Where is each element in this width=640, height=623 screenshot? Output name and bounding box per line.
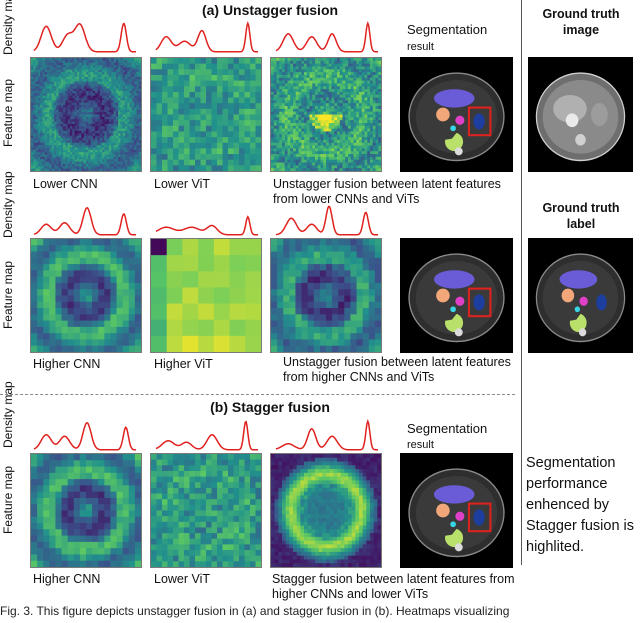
segmentation-label-a: Segmentation — [407, 22, 488, 37]
segmentation-result-image-row1 — [400, 57, 513, 172]
caption-row2-higher-cnn: Higher CNN — [33, 357, 101, 371]
feature-map-unstagger-lower — [270, 57, 382, 172]
density-curve-r3c1 — [33, 422, 136, 451]
heatmap-cells — [271, 58, 381, 171]
ct-slice — [535, 253, 626, 343]
caption-row3-higher-cnn: Higher CNN — [33, 572, 101, 586]
feature-map-lower-cnn — [30, 57, 142, 172]
heatmap-cells — [31, 454, 141, 567]
density-label-row2: Density map — [1, 171, 15, 238]
density-label-row3: Density map — [1, 381, 15, 448]
caption-row3-lower-vit: Lower ViT — [154, 572, 211, 586]
density-curve-r2c2 — [155, 215, 258, 236]
segmentation-label-b: Segmentation — [407, 421, 488, 436]
segmentation-sub-a: result — [407, 41, 434, 53]
density-curve-path — [33, 207, 136, 236]
density-curve-path — [155, 21, 258, 53]
heatmap-cells — [151, 58, 261, 171]
ground-truth-label-image — [528, 238, 633, 353]
density-curve-r3c3 — [275, 419, 378, 451]
density-curve-r2c1 — [33, 207, 136, 236]
feature-map-lower-vit — [150, 57, 262, 172]
density-curve-r1c3 — [275, 21, 378, 53]
caption-row1-fusion: Unstagger fusion between latent features… — [273, 177, 501, 206]
caption-row1-lower-vit: Lower ViT — [154, 177, 211, 191]
feature-map-higher-cnn — [30, 238, 142, 353]
density-curve-path — [155, 215, 258, 236]
density-curve-path — [155, 420, 258, 451]
feature-label-row2: Feature map — [1, 260, 15, 330]
ct-slice — [408, 253, 505, 343]
section-a-title: (a) Unstagger fusion — [201, 2, 339, 18]
feature-label-row3: Feature map — [1, 465, 15, 535]
feature-map-lower-vit-b — [150, 453, 262, 568]
heatmap-cells — [31, 239, 141, 352]
density-curve-r1c1 — [33, 22, 136, 53]
heatmap-cells — [151, 454, 261, 567]
segmentation-sub-b: result — [407, 439, 434, 451]
density-curve-r1c2 — [155, 21, 258, 53]
segmentation-result-image-row3 — [400, 453, 513, 568]
caption-row2-fusion: Unstagger fusion between latent features… — [283, 355, 511, 384]
density-curve-path — [275, 419, 378, 451]
heatmap-cells — [271, 454, 381, 567]
density-curve-path — [275, 205, 378, 236]
column-divider — [521, 0, 522, 565]
ground-truth-image-title: Ground truth image — [542, 7, 620, 37]
heatmap-cells — [31, 58, 141, 171]
segmentation-result-image-row2 — [400, 238, 513, 353]
feature-map-higher-cnn-b — [30, 453, 142, 568]
density-label-row1: Density map — [1, 0, 15, 55]
feature-map-higher-vit — [150, 238, 262, 353]
side-note: Segmentation performance enhenced by Sta… — [526, 455, 635, 555]
ct-slice — [535, 72, 626, 162]
section-divider — [0, 394, 515, 395]
caption-row3-fusion: Stagger fusion between latent features f… — [272, 572, 515, 601]
density-curve-r3c2 — [155, 420, 258, 451]
feature-label-row1: Feature map — [1, 78, 15, 148]
section-b-title: (b) Stagger fusion — [210, 399, 330, 415]
heatmap-cells — [151, 239, 261, 352]
ground-truth-image — [528, 57, 633, 172]
feature-map-unstagger-higher — [270, 238, 382, 353]
feature-map-stagger — [270, 453, 382, 568]
density-curve-r2c3 — [275, 205, 378, 236]
density-curve-path — [33, 22, 136, 53]
density-curve-path — [275, 21, 378, 53]
density-curve-path — [33, 422, 136, 451]
figure-caption: Fig. 3. This figure depicts unstagger fu… — [0, 604, 510, 618]
ct-slice — [408, 468, 505, 558]
heatmap-cells — [271, 239, 381, 352]
ground-truth-label-title: Ground truth label — [542, 201, 620, 231]
ct-slice — [408, 72, 505, 162]
caption-row2-higher-vit: Higher ViT — [154, 357, 213, 371]
caption-row1-lower-cnn: Lower CNN — [33, 177, 98, 191]
